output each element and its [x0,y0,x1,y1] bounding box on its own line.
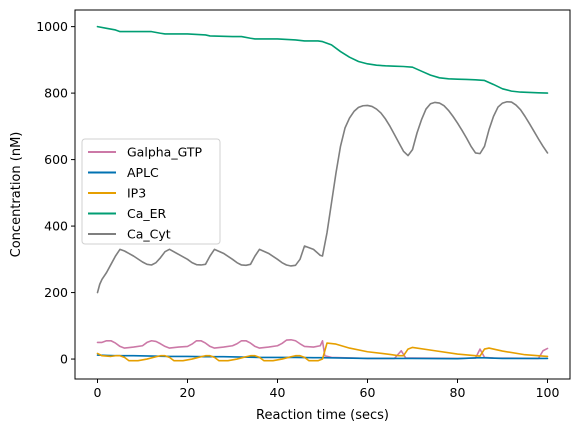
legend-label-ca-cyt: Ca_Cyt [127,227,171,242]
y-tick-label: 600 [44,152,68,167]
series-line-ip3 [96,342,549,362]
legend-box [81,138,221,245]
y-tick-label: 0 [60,352,68,367]
x-tick-label: 20 [180,385,196,400]
y-axis-label: Concentration (nM) [9,132,24,258]
y-tick-label: 400 [44,219,68,234]
series-line-ca-cyt [96,100,549,294]
legend-label-ip3: IP3 [127,186,146,201]
legend-label-galpha-gtp: Galpha_GTP [127,145,202,160]
x-tick-label: 80 [450,385,466,400]
legend-label-aplc: APLC [127,165,159,180]
x-axis-label: Reaction time (secs) [256,408,389,423]
legend-label-ca-er: Ca_ER [127,206,167,221]
series-line-ca-er [96,25,549,94]
x-tick-label: 100 [536,385,560,400]
plot-frame [74,9,571,380]
x-tick-label: 0 [94,385,102,400]
x-tick-label: 60 [360,385,376,400]
y-tick-label: 800 [44,86,68,101]
y-axis: 0 200 400 600 800 1000 [36,19,75,367]
y-tick-label: 200 [44,285,68,300]
x-axis: 0 20 40 60 80 100 [94,379,560,400]
series-layer [96,25,549,362]
y-tick-label: 1000 [36,19,68,34]
x-tick-label: 40 [270,385,286,400]
legend: Galpha_GTP APLC IP3 Ca_ER Ca_Cyt [81,138,221,245]
